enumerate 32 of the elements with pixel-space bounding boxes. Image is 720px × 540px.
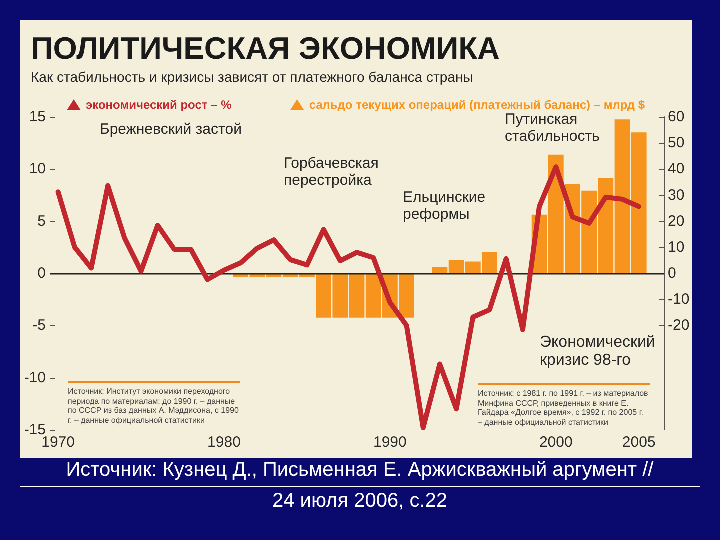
text: Источник: Кузнец Д., Письменная Е. Аржискважный аргумент // 24 июля 2006, с.22: [65, 458, 655, 514]
legend-label: экономический рост – %: [86, 98, 232, 112]
annotation: Источник: с 1981 г. по 1991 г. – из материалов Минфина СССР, приведенных в книге Е. Гайдара «Долгое время», с 1992 г. по 2005 г. – данные официальной статистики: [478, 383, 650, 428]
y-tick-label: 5: [38, 212, 46, 230]
annotation: Брежневский застой: [100, 121, 243, 139]
y2-tick-label: 50: [668, 134, 685, 152]
legend-label: сальдо текущих операций (платежный баланс) – млрд $: [309, 98, 646, 112]
y-tick-label: 10: [29, 160, 46, 178]
annotation: Путинская стабильность: [505, 111, 601, 146]
chart-subtitle: Как стабильность и кризисы зависят от платежного баланса страны: [31, 69, 474, 85]
x-tick-label: 2000: [539, 434, 573, 451]
annotation: Источник: Институт экономики переходного периода по материалам: до 1990 г. – данные по СССР из баз данных А. Мэддисона, с 1990 г. – данные официальной статистики: [68, 381, 240, 426]
y-tick-label: -5: [32, 317, 46, 334]
y2-tick-label: 10: [668, 238, 685, 256]
y2-tick-label: 40: [668, 160, 685, 178]
y2-tick-label: 0: [668, 265, 676, 282]
x-tick-label: 1970: [42, 434, 75, 451]
y-tick-label: 15: [29, 108, 46, 126]
y-tick-label: -10: [24, 369, 46, 386]
y2-tick-label: 60: [668, 108, 685, 126]
annotation: Ельцинские реформы: [403, 189, 487, 224]
y-tick-label: 0: [38, 265, 46, 282]
y2-tick-label: -10: [668, 291, 690, 308]
annotation: Горбачевская перестройка: [284, 155, 380, 190]
y2-tick-label: -20: [668, 317, 690, 334]
annotation: Экономический кризис 98-го: [540, 334, 656, 370]
x-tick-label: 2005: [622, 434, 656, 451]
chart-title: ПОЛИТИЧЕСКАЯ ЭКОНОМИКА: [31, 31, 500, 66]
y2-tick-label: 20: [668, 212, 685, 230]
y2-tick-label: 30: [668, 186, 685, 204]
x-tick-label: 1980: [208, 434, 241, 451]
x-tick-label: 1990: [374, 434, 407, 451]
